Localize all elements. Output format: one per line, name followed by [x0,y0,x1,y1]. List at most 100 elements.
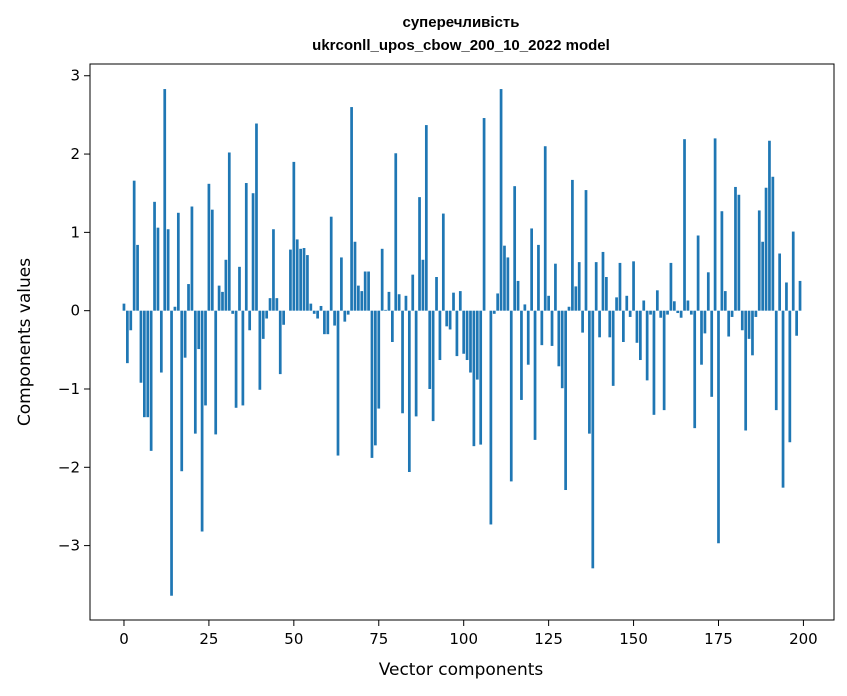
bar-185 [751,310,754,356]
chart-title-line1: суперечливість [403,14,520,31]
bar-2 [129,310,133,331]
bar-76 [380,248,384,311]
bar-177 [723,291,727,311]
bar-44 [272,229,275,311]
bar-169 [696,235,700,311]
bar-35 [241,310,245,406]
bar-5 [139,310,143,383]
bar-129 [560,310,564,389]
bar-67 [350,107,353,311]
bar-136 [584,190,588,311]
bar-69 [357,285,360,311]
bar-146 [618,262,622,311]
x-axis: 0 25 50 75 100 125 150 175 200 [119,620,818,648]
bar-97 [452,292,455,311]
bar-170 [700,310,703,365]
bar-186 [754,310,758,317]
y-tick-label: −3 [58,537,80,555]
bar-163 [676,310,680,314]
bar-19 [187,284,190,311]
bar-139 [594,262,598,311]
bar-154 [645,310,649,381]
bar-184 [747,310,751,339]
bar-175 [717,310,720,544]
bar-3 [132,180,136,311]
bar-144 [611,310,615,386]
bar-121 [533,310,537,440]
bar-180 [734,186,737,311]
y-tick-label: −1 [58,380,80,398]
bar-94 [441,213,445,311]
bar-81 [397,294,401,311]
bar-77 [384,309,387,311]
bar-150 [632,261,635,311]
bar-176 [720,211,724,311]
bar-156 [652,310,656,415]
bar-100 [462,310,466,354]
bar-96 [448,310,452,330]
bar-135 [581,310,584,333]
bar-190 [768,140,771,311]
bar-155 [649,310,652,315]
x-tick-label: 100 [449,630,478,648]
bar-152 [639,310,642,361]
x-tick-label: 25 [199,630,218,648]
bar-187 [757,210,761,311]
bar-23 [200,310,204,532]
bar-195 [785,282,788,311]
bar-58 [319,305,323,311]
bar-120 [530,228,533,311]
bar-104 [475,310,479,380]
chart-title-line2: ukrconll_upos_cbow_200_10_2022 model [312,37,610,54]
bar-88 [421,259,425,311]
bar-25 [207,183,211,311]
bar-125 [547,295,550,311]
bar-62 [333,310,336,326]
bar-38 [251,193,255,311]
bar-34 [238,266,241,311]
bar-142 [605,277,608,311]
bar-192 [774,310,778,411]
bar-116 [516,280,520,311]
bar-49 [289,249,292,311]
bar-0 [122,303,126,311]
bar-127 [554,263,557,311]
bar-193 [778,253,781,311]
bar-84 [407,310,411,472]
bar-30 [224,259,228,311]
bar-106 [482,118,486,311]
y-tick-label: −2 [58,458,80,476]
bar-7 [146,310,150,418]
x-axis-label: Vector components [379,660,544,680]
bar-103 [472,310,476,447]
bar-65 [343,310,347,322]
bar-10 [156,227,160,311]
x-tick-label: 150 [619,630,648,648]
bar-53 [302,248,306,311]
bar-51 [295,239,299,311]
x-tick-label: 175 [704,630,733,648]
bar-31 [227,152,231,311]
bar-28 [217,285,221,311]
bar-128 [557,310,561,367]
bar-80 [394,153,398,311]
bar-172 [706,272,710,311]
bar-119 [526,310,530,365]
bar-47 [282,310,285,325]
bar-42 [265,310,269,319]
bar-114 [509,310,513,482]
bar-21 [193,310,197,434]
bar-102 [469,310,472,373]
bar-158 [659,310,663,318]
x-tick-label: 125 [534,630,563,648]
bar-130 [564,310,567,491]
y-tick-label: 3 [70,67,80,85]
bar-165 [683,139,686,311]
y-tick-label: 2 [70,145,80,163]
bar-54 [306,255,309,311]
bar-132 [571,179,574,311]
bar-50 [292,161,296,311]
bar-11 [159,310,163,373]
bar-194 [781,310,785,488]
bar-101 [465,310,469,361]
